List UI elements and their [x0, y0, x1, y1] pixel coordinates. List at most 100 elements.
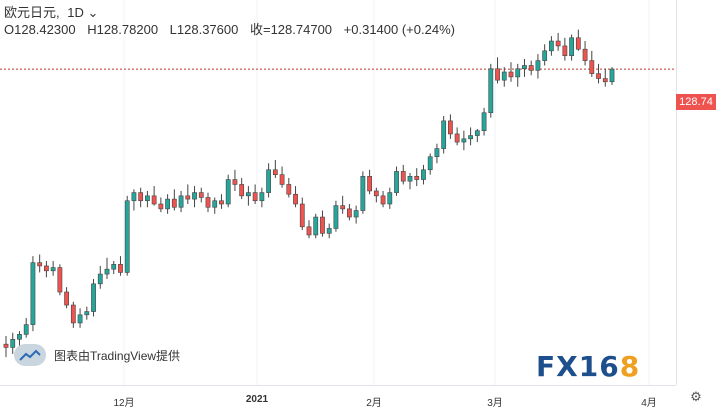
candle: [481, 107, 487, 136]
candle: [488, 63, 494, 118]
candle: [158, 197, 164, 213]
chart-header: 欧元日元, 1D ⌄ O128.42300 H128.78200 L128.37…: [4, 4, 463, 38]
candle-body: [10, 338, 16, 348]
candle: [394, 166, 399, 196]
chevron-down-icon[interactable]: ⌄: [87, 5, 99, 20]
candle-body: [353, 210, 359, 218]
candle-body: [347, 208, 352, 218]
candle-body: [151, 195, 157, 205]
candle: [192, 186, 197, 208]
candle: [266, 163, 271, 198]
candle-body: [495, 68, 500, 81]
candle-body: [192, 192, 197, 200]
candle: [387, 187, 393, 209]
tradingview-watermark[interactable]: 图表由TradingView提供: [14, 344, 180, 366]
candle-body: [158, 203, 164, 210]
candle-body: [387, 192, 393, 205]
candle: [219, 194, 224, 209]
candle-body: [299, 203, 305, 228]
gear-icon[interactable]: ⚙: [690, 389, 702, 404]
candle-body: [481, 112, 487, 131]
candle: [198, 187, 204, 203]
candle: [589, 50, 595, 77]
candle: [535, 54, 541, 79]
candle-body: [421, 169, 426, 180]
candle-body: [212, 200, 218, 208]
candle: [299, 197, 305, 231]
candle-body: [50, 267, 56, 272]
candle: [17, 331, 22, 346]
candle: [555, 32, 561, 51]
candle: [427, 153, 433, 175]
candle-body: [118, 263, 123, 273]
candle: [151, 186, 157, 206]
candle-body: [306, 226, 312, 236]
candle-body: [474, 130, 480, 136]
candle: [23, 318, 29, 338]
price-axis-divider: [676, 0, 677, 385]
candle-body: [448, 120, 453, 135]
candle-body: [562, 45, 568, 57]
candle: [340, 195, 346, 214]
candle-body: [111, 263, 117, 270]
symbol-name[interactable]: 欧元日元,: [4, 5, 60, 20]
candle-body: [246, 192, 251, 197]
candle: [609, 67, 615, 86]
candle: [602, 68, 608, 87]
candle: [347, 204, 352, 221]
candle: [259, 187, 265, 208]
candle: [400, 164, 406, 185]
candle: [104, 257, 110, 279]
candle: [542, 44, 548, 66]
candle-body: [171, 198, 177, 208]
x-tick-label: 2月: [366, 398, 382, 409]
candle: [64, 287, 69, 309]
candle: [495, 57, 500, 84]
candle: [448, 114, 453, 139]
candle-body: [602, 78, 608, 83]
time-axis-divider: [0, 385, 676, 386]
candle: [501, 67, 507, 87]
candle-body: [441, 120, 447, 149]
candle-body: [185, 195, 191, 200]
candle-body: [461, 138, 467, 143]
candle: [57, 264, 63, 296]
candle: [212, 197, 218, 214]
candle-body: [528, 65, 534, 71]
candle-body: [320, 216, 325, 234]
candle-body: [91, 283, 96, 312]
fx168-logo: FX168: [536, 350, 641, 383]
candle: [124, 195, 130, 276]
candle: [468, 127, 473, 146]
candle-body: [138, 192, 144, 202]
candle-body: [400, 171, 406, 182]
candle-body: [427, 156, 433, 171]
candle: [461, 130, 467, 151]
candle-body: [239, 184, 245, 197]
tradingview-credit: 图表由TradingView提供: [54, 348, 181, 363]
candle-body: [515, 68, 521, 78]
ohlc-row: O128.42300 H128.78200 L128.37600 收=128.7…: [4, 21, 463, 38]
candle: [286, 177, 292, 198]
candle: [367, 169, 372, 195]
candle: [3, 336, 9, 358]
candle-body: [232, 179, 238, 185]
candle: [360, 171, 366, 214]
last-price-badge: 128.74: [676, 94, 716, 110]
candle-body: [266, 169, 271, 193]
candle: [434, 143, 440, 164]
candle: [421, 164, 426, 185]
candle: [232, 169, 238, 191]
candle-body: [367, 175, 372, 192]
candle: [326, 223, 332, 239]
open-value: O128.42300: [4, 22, 76, 37]
candle-body: [219, 200, 224, 205]
candle-body: [313, 216, 319, 236]
candle-body: [589, 60, 595, 74]
interval-selector[interactable]: 1D: [67, 5, 84, 20]
candle: [414, 168, 420, 187]
candle: [515, 63, 521, 87]
candle: [138, 187, 144, 208]
